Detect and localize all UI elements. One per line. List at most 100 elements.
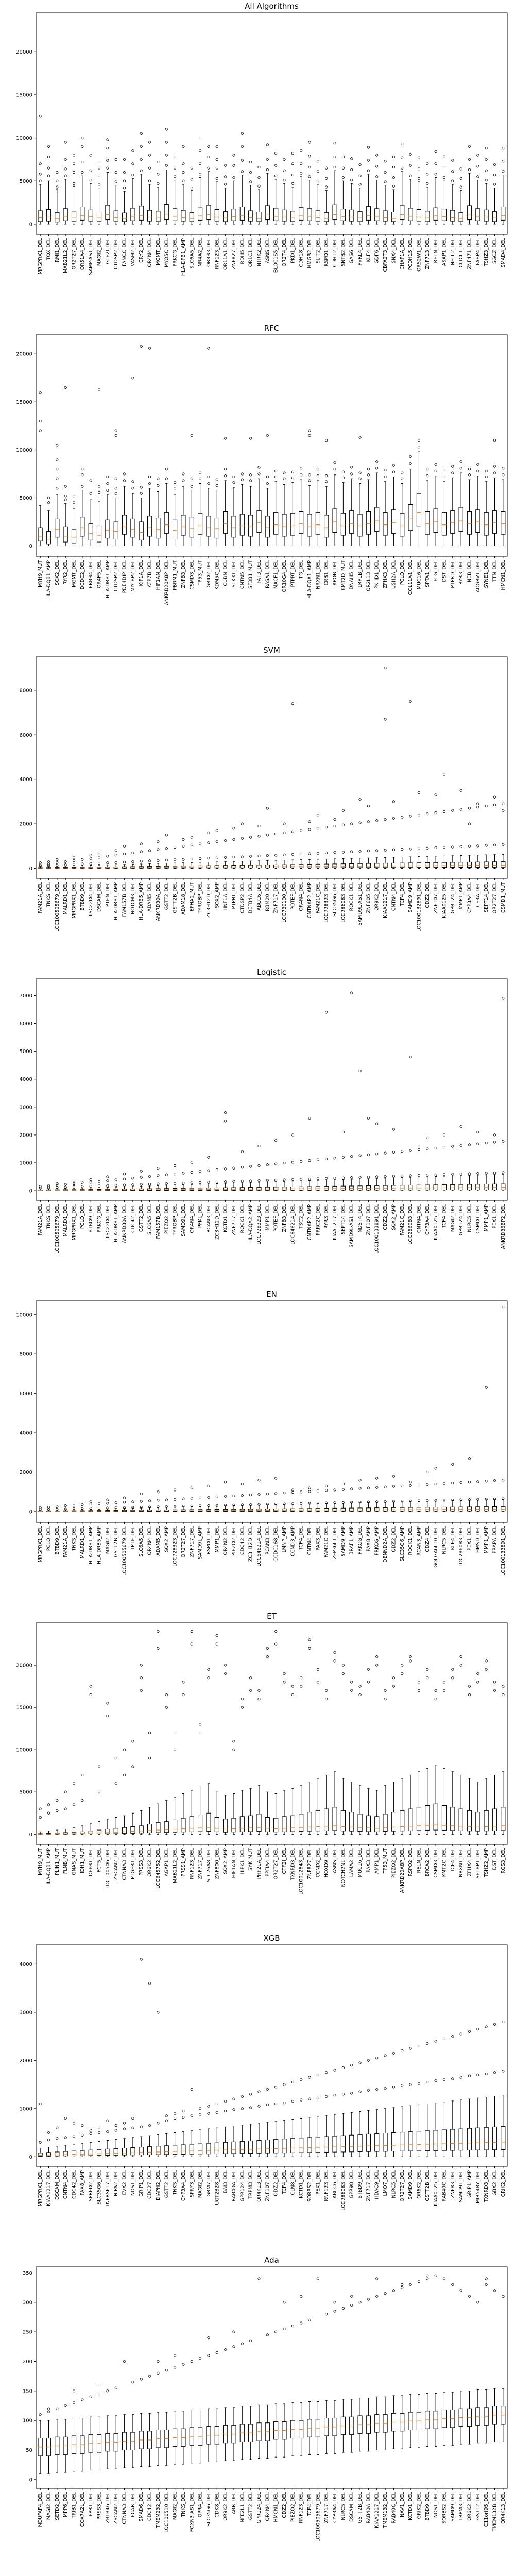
x-tick-label: PTPRD_DEL xyxy=(450,560,456,588)
box-group xyxy=(156,1490,161,1512)
outlier-point xyxy=(459,1144,462,1147)
x-tick-label: LOC100505679_DEL xyxy=(55,882,60,932)
x-tick-label: HLA-DQA1_AMP xyxy=(307,560,313,599)
outlier-point xyxy=(476,1142,479,1145)
outlier-point xyxy=(451,845,454,849)
box-group xyxy=(113,2124,118,2157)
box-group xyxy=(105,475,110,547)
box xyxy=(433,2130,438,2151)
x-tick-label: EPHA2_MUT xyxy=(189,882,195,911)
outlier-point xyxy=(502,802,505,805)
outlier-point xyxy=(173,1182,177,1185)
outlier-point xyxy=(485,1668,488,1671)
outlier-point xyxy=(165,141,168,144)
box-group xyxy=(63,386,68,547)
box xyxy=(501,511,506,535)
outlier-point xyxy=(258,472,261,476)
x-tick-label: NLRC5_DEL xyxy=(467,1204,472,1232)
outlier-point xyxy=(442,773,446,776)
x-tick-label: LRP1B_DEL xyxy=(357,560,363,587)
outlier-point xyxy=(131,1765,134,1768)
y-tick-label: 0 xyxy=(29,222,32,227)
outlier-point xyxy=(165,128,168,131)
outlier-point xyxy=(56,861,59,865)
x-tick-label: PAX8_AMP xyxy=(366,1526,371,1552)
x-tick-label: MMP1_DEL xyxy=(265,1204,270,1230)
outlier-point xyxy=(64,863,67,867)
outlier-point xyxy=(182,844,185,848)
outlier-point xyxy=(64,495,67,498)
outlier-point xyxy=(384,160,387,163)
box xyxy=(96,1829,102,1834)
box-group xyxy=(231,827,236,869)
x-tick-label: OR4N4_DEL xyxy=(189,1204,195,1233)
outlier-point xyxy=(165,1706,168,1709)
box-group xyxy=(164,468,169,547)
x-tick-label: LOC728323_DEL xyxy=(324,882,330,922)
outlier-point xyxy=(190,2114,193,2117)
x-tick-label: CCDC168_DEL xyxy=(273,1526,279,1561)
outlier-point xyxy=(392,848,396,851)
outlier-point xyxy=(39,2102,42,2106)
x-tick-label: ZNF107_DEL xyxy=(366,1204,371,1235)
outlier-point xyxy=(283,2102,286,2105)
outlier-point xyxy=(333,1177,336,1180)
outlier-point xyxy=(89,854,92,857)
outlier-point xyxy=(123,1748,126,1751)
x-tick-label: LOC728323_DEL xyxy=(256,1204,262,1244)
box xyxy=(105,519,110,539)
outlier-point xyxy=(89,1178,92,1181)
outlier-point xyxy=(123,158,126,161)
outlier-point xyxy=(106,1506,109,1510)
outlier-point xyxy=(417,791,421,794)
outlier-point xyxy=(165,1182,168,1185)
box-group xyxy=(38,2413,43,2474)
outlier-point xyxy=(341,1501,345,1504)
y-tick-label: 1000 xyxy=(20,1160,32,1166)
outlier-point xyxy=(266,475,269,479)
box-group xyxy=(332,2069,337,2157)
box-group xyxy=(290,2080,295,2157)
box-group xyxy=(63,860,68,869)
box xyxy=(416,209,422,222)
plot-frame xyxy=(36,334,508,557)
box-group xyxy=(80,137,85,225)
box-group xyxy=(458,789,464,869)
x-tick-label: FAM21A_DEL xyxy=(38,1204,43,1235)
box-group xyxy=(206,347,211,547)
outlier-point xyxy=(409,174,412,177)
outlier-point xyxy=(123,844,126,848)
box xyxy=(349,209,354,222)
outlier-point xyxy=(266,1503,269,1506)
box xyxy=(265,516,270,538)
box-group xyxy=(349,822,354,869)
box-group xyxy=(214,145,219,225)
x-tick-label: LOC100133891_DEL xyxy=(501,1526,506,1576)
box-group xyxy=(366,1116,371,1191)
x-tick-label: GPR124_DEL xyxy=(458,1204,464,1235)
outlier-point xyxy=(81,1507,84,1510)
outlier-point xyxy=(476,2073,479,2076)
outlier-point xyxy=(426,474,429,478)
box-group xyxy=(214,1168,219,1191)
box xyxy=(173,1819,178,1833)
x-tick-label: MMP1_AMP xyxy=(484,1204,489,1232)
outlier-point xyxy=(350,850,353,853)
outlier-point xyxy=(81,2398,84,2401)
outlier-point xyxy=(459,1498,462,1501)
outlier-point xyxy=(358,1069,362,1073)
outlier-point xyxy=(392,1485,396,1488)
box-group xyxy=(357,798,363,869)
outlier-point xyxy=(502,467,505,470)
outlier-point xyxy=(274,2086,278,2089)
x-tick-label: ZNF471_DEL xyxy=(467,238,472,269)
x-tick-label: ZNF717_DEL xyxy=(198,1848,203,1879)
y-tick-label: 6000 xyxy=(20,1021,32,1027)
x-tick-label: LOC286083_DEL xyxy=(340,882,346,922)
x-tick-label: TNKS_DEL xyxy=(72,1526,77,1551)
x-tick-label: HLA-DRB5_AMP xyxy=(97,1526,102,1564)
x-tick-label: TRPM3_DEL xyxy=(248,2170,254,2199)
box xyxy=(492,1506,497,1512)
x-tick-label: PIEZO2_DEL xyxy=(290,2492,296,2522)
box-group xyxy=(458,1481,464,1512)
